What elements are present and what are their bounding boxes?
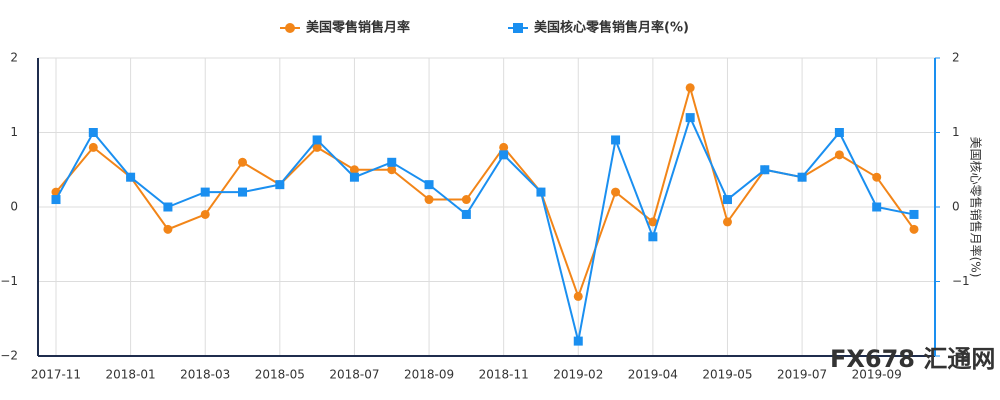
point [88, 128, 98, 137]
x-tick-label: 2018-01 [106, 368, 156, 382]
x-tick-label: 2018-03 [180, 368, 230, 382]
legend-marker [513, 23, 523, 33]
x-tick-label: 2018-07 [329, 368, 379, 382]
point [685, 113, 695, 123]
x-tick-label: 2019-05 [702, 368, 752, 382]
series-line [55, 114, 915, 342]
y2-tick-label: 0 [952, 200, 960, 214]
point [349, 172, 359, 182]
y2-tick-label: −2 [952, 349, 970, 363]
y-tick-label: −1 [0, 274, 18, 288]
point [611, 187, 621, 197]
x-tick-label: 2018-05 [255, 368, 305, 382]
point [51, 195, 61, 205]
point [685, 83, 695, 93]
point [200, 209, 210, 219]
point [611, 135, 621, 145]
point [387, 157, 397, 167]
point [200, 187, 210, 197]
y-tick-label: 1 [10, 125, 18, 139]
point [909, 224, 919, 234]
point [573, 291, 583, 301]
point [722, 195, 732, 205]
legend-text: 美国核心零售销售月率(%) [534, 20, 689, 36]
point [461, 195, 471, 205]
point [499, 150, 509, 160]
y2-axis-label: 美国核心零售销售月率(%) [969, 137, 984, 278]
point [424, 180, 434, 190]
y2-tick-label: 1 [952, 125, 960, 139]
x-tick-label: 2018-11 [479, 368, 529, 382]
y-tick-label: 2 [10, 51, 18, 65]
x-tick-label: 2018-09 [404, 368, 454, 382]
point [312, 142, 322, 152]
point [387, 165, 397, 175]
x-tick-label: 2019-07 [777, 368, 827, 382]
point [163, 202, 173, 212]
point [797, 172, 807, 182]
y-tick-label: −2 [0, 349, 18, 363]
point [909, 209, 919, 219]
point [872, 202, 882, 212]
point [872, 172, 882, 182]
point [126, 172, 136, 182]
y-tick-label: 0 [10, 200, 18, 214]
point [238, 157, 248, 167]
point [648, 217, 658, 227]
watermark: FX678 汇通网 [830, 345, 995, 373]
y2-tick-label: 2 [952, 51, 960, 65]
point [760, 165, 770, 175]
legend-marker [285, 23, 295, 33]
series-line [55, 84, 915, 300]
y2-tick-label: −1 [952, 274, 970, 288]
x-tick-label: 2017-11 [31, 368, 81, 382]
point [834, 128, 844, 137]
point [573, 336, 583, 346]
x-tick-label: 2019-02 [553, 368, 603, 382]
point [275, 180, 285, 190]
point [312, 135, 322, 145]
point [88, 142, 98, 152]
point [349, 165, 359, 175]
point [536, 187, 546, 197]
point [834, 150, 844, 160]
point [424, 195, 434, 205]
legend-text: 美国零售销售月率 [306, 20, 410, 36]
x-tick-label: 2019-04 [628, 368, 678, 382]
point [163, 224, 173, 234]
point [499, 142, 509, 152]
point [648, 232, 658, 242]
point [722, 217, 732, 227]
x-tick-label: 2019-09 [852, 368, 902, 382]
point [461, 209, 471, 219]
point [238, 187, 248, 197]
